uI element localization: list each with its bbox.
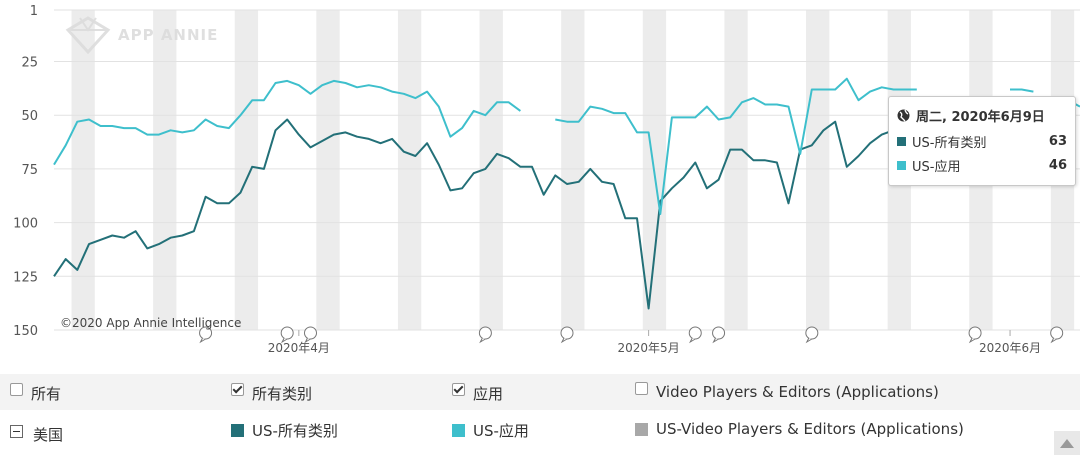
tooltip-date: 周二, 2020年6月9日 bbox=[916, 110, 1045, 125]
weekend-band bbox=[561, 10, 585, 330]
legend-series-video-players[interactable]: US-Video Players & Editors (Applications… bbox=[635, 420, 964, 438]
filter-all-label: 所有 bbox=[31, 385, 62, 403]
legend-series-label: US-Video Players & Editors (Applications… bbox=[656, 420, 964, 438]
legend-swatch bbox=[231, 424, 244, 437]
legend-series-apps[interactable]: US-应用 bbox=[452, 420, 529, 441]
series-legend-row: 美国 US-所有类别 US-应用 US-Video Players & Edit… bbox=[0, 412, 1080, 453]
filter-apps[interactable]: 应用 bbox=[452, 383, 503, 404]
tooltip-row-apps: US-应用 46 bbox=[897, 156, 1067, 175]
globe-icon bbox=[897, 109, 910, 122]
legend-series-label: US-所有类别 bbox=[252, 422, 338, 440]
watermark-text: APP ANNIE bbox=[118, 26, 218, 44]
filter-video-players[interactable]: Video Players & Editors (Applications) bbox=[635, 381, 939, 401]
event-marker-icon bbox=[304, 326, 317, 344]
x-tick-label: 2020年6月 bbox=[979, 341, 1041, 355]
x-tick-label: 2020年5月 bbox=[618, 341, 680, 355]
collapse-icon[interactable] bbox=[10, 425, 23, 438]
tooltip-series-name: US-所有类别 bbox=[912, 136, 987, 151]
filter-video-players-label: Video Players & Editors (Applications) bbox=[656, 383, 939, 401]
x-tick-label: 2020年4月 bbox=[268, 341, 330, 355]
weekend-band bbox=[234, 10, 259, 330]
tooltip: 周二, 2020年6月9日 US-所有类别 63 US-应用 46 bbox=[888, 96, 1076, 186]
event-marker-icon bbox=[478, 326, 492, 344]
y-tick-label: 75 bbox=[21, 163, 38, 178]
tooltip-row-all-categories: US-所有类别 63 bbox=[897, 132, 1067, 151]
event-marker-icon bbox=[968, 326, 982, 344]
y-tick-label: 150 bbox=[13, 324, 38, 339]
tooltip-series-name: US-应用 bbox=[912, 160, 961, 175]
weekend-band bbox=[806, 10, 830, 330]
checkbox-video-players[interactable] bbox=[635, 381, 648, 395]
x-axis: 2020年4月 2020年5月 2020年6月 bbox=[268, 330, 1041, 355]
weekend-band bbox=[316, 10, 340, 330]
diamond-logo-icon bbox=[65, 16, 111, 55]
legend-series-label: US-应用 bbox=[473, 422, 529, 440]
event-marker-icon bbox=[805, 326, 819, 344]
series-line-1 bbox=[53, 77, 1080, 215]
checkbox-all[interactable] bbox=[10, 383, 23, 396]
event-marker-icon bbox=[560, 326, 574, 344]
country-toggle-us[interactable]: 美国 bbox=[10, 424, 63, 445]
category-filter-row: 所有 所有类别 应用 Video Players & Editors (Appl… bbox=[0, 374, 1080, 410]
weekend-band bbox=[397, 10, 422, 330]
tooltip-swatch bbox=[897, 137, 906, 146]
weekend-band bbox=[724, 10, 748, 330]
legend: 所有 所有类别 应用 Video Players & Editors (Appl… bbox=[0, 372, 1080, 455]
weekend-band bbox=[153, 10, 177, 330]
filter-apps-label: 应用 bbox=[473, 385, 504, 403]
filter-all-categories[interactable]: 所有类别 bbox=[231, 383, 312, 404]
y-tick-label: 1 bbox=[30, 4, 38, 19]
legend-swatch bbox=[635, 422, 648, 436]
y-tick-label: 125 bbox=[13, 270, 38, 285]
event-marker-icon bbox=[712, 326, 726, 344]
y-tick-label: 25 bbox=[21, 56, 38, 71]
tooltip-series-value: 63 bbox=[1048, 134, 1067, 149]
filter-all-categories-label: 所有类别 bbox=[252, 385, 313, 403]
event-marker-icon bbox=[199, 326, 213, 344]
legend-series-all-categories[interactable]: US-所有类别 bbox=[231, 420, 338, 441]
event-marker-icon bbox=[688, 326, 702, 344]
event-marker-icon bbox=[1050, 326, 1064, 344]
weekend-band bbox=[479, 10, 503, 330]
event-marker-icon bbox=[280, 326, 294, 344]
checkbox-apps[interactable] bbox=[452, 383, 465, 396]
y-tick-label: 50 bbox=[21, 109, 38, 124]
y-tick-label: 100 bbox=[13, 217, 38, 232]
legend-swatch bbox=[452, 424, 465, 437]
watermark: APP ANNIE bbox=[65, 16, 218, 55]
filter-all[interactable]: 所有 bbox=[10, 383, 61, 404]
tooltip-swatch bbox=[897, 161, 906, 170]
country-label: 美国 bbox=[33, 426, 64, 444]
tooltip-series-value: 46 bbox=[1048, 158, 1067, 173]
weekend-band bbox=[71, 10, 95, 330]
scroll-to-top-button[interactable] bbox=[1054, 431, 1080, 455]
copyright-text: ©2020 App Annie Intelligence bbox=[60, 316, 241, 330]
checkbox-all-categories[interactable] bbox=[231, 383, 244, 396]
event-markers bbox=[199, 326, 1064, 344]
